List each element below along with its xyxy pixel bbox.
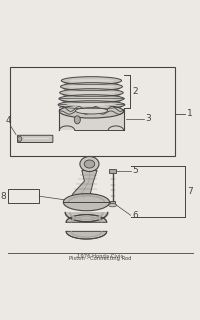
Bar [109,201,115,204]
Text: 5: 5 [132,166,138,175]
Text: 7: 7 [186,187,192,196]
Polygon shape [66,231,106,239]
Ellipse shape [59,104,123,118]
Ellipse shape [59,95,123,103]
Ellipse shape [108,204,116,207]
Ellipse shape [61,77,121,84]
Text: 8: 8 [0,192,6,201]
Bar [59,111,123,130]
Text: 6: 6 [132,211,138,220]
Ellipse shape [67,97,115,100]
Ellipse shape [68,85,114,88]
Text: 2: 2 [132,87,138,96]
FancyBboxPatch shape [17,135,53,142]
Text: 1: 1 [186,109,192,118]
Ellipse shape [67,91,115,94]
Polygon shape [70,171,97,198]
Text: Piston - Connecting Rod: Piston - Connecting Rod [69,256,131,261]
Ellipse shape [74,116,80,124]
Ellipse shape [60,83,122,91]
Ellipse shape [66,103,116,106]
Bar [8,189,39,203]
Ellipse shape [18,136,22,141]
Ellipse shape [59,89,123,97]
Ellipse shape [80,156,99,172]
Text: 3: 3 [145,114,151,123]
Polygon shape [66,215,106,222]
Ellipse shape [58,101,124,109]
Ellipse shape [75,108,107,114]
Bar [109,169,115,173]
Ellipse shape [68,79,114,82]
Ellipse shape [84,160,94,168]
Text: 4: 4 [5,116,11,124]
Bar [10,67,174,156]
Text: 1976 Honda Civic: 1976 Honda Civic [77,254,123,259]
Ellipse shape [63,194,109,211]
